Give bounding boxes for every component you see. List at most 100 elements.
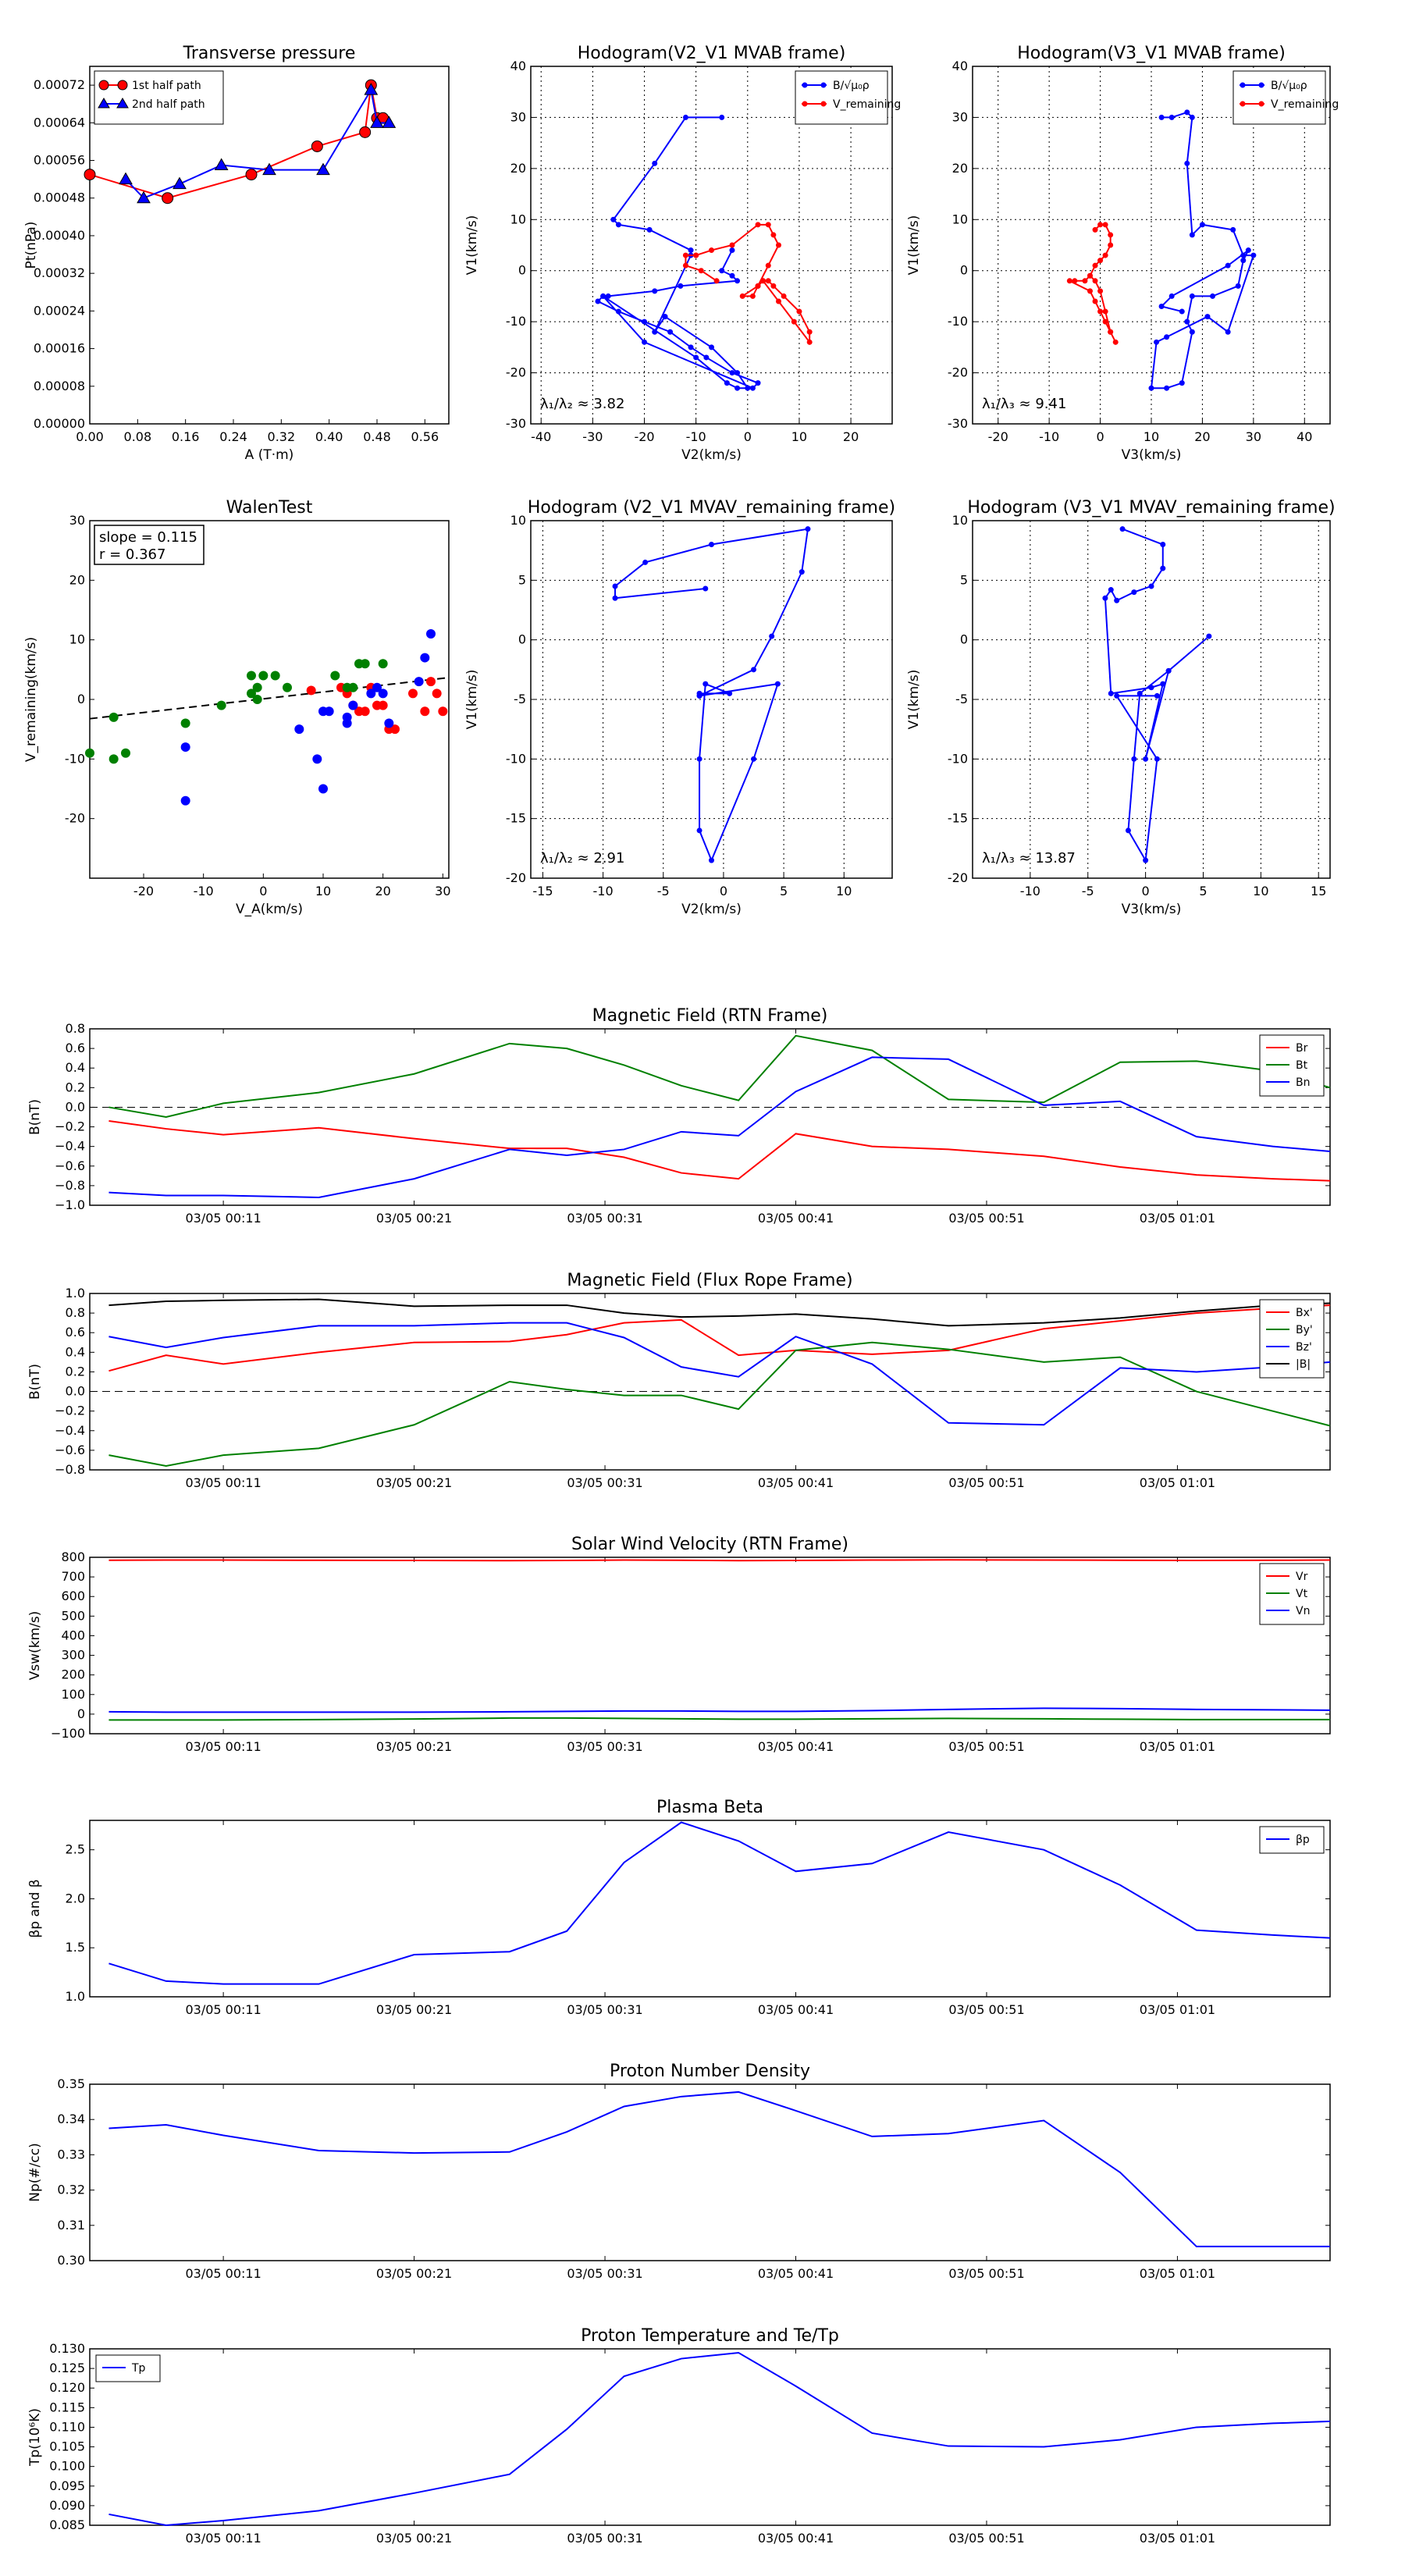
y-tick-label: 800 xyxy=(61,1550,85,1564)
data-point xyxy=(247,671,256,681)
data-point xyxy=(372,682,382,692)
x-tick-label: 03/05 00:11 xyxy=(185,2266,261,2281)
y-tick-label: −1.0 xyxy=(55,1197,85,1212)
data-point xyxy=(180,795,190,806)
data-point xyxy=(1240,258,1247,264)
y-axis-label-h12: V1(km/s) xyxy=(464,215,480,276)
y-axis-label-h13r: V1(km/s) xyxy=(906,670,922,730)
y-tick-label: -10 xyxy=(948,314,968,329)
data-point xyxy=(1189,232,1195,238)
data-point xyxy=(1092,298,1098,304)
series-line-tp_temp-0 xyxy=(108,2351,1331,2527)
x-tick-label: 03/05 00:21 xyxy=(376,2002,452,2017)
data-point xyxy=(1154,692,1160,699)
data-point xyxy=(1114,597,1120,603)
data-point xyxy=(724,380,730,386)
x-tick-label: 0.08 xyxy=(124,429,152,444)
data-point xyxy=(1184,318,1190,325)
data-point xyxy=(214,158,229,171)
x-tick-label: 0.40 xyxy=(315,429,343,444)
data-point xyxy=(370,116,384,128)
x-tick-label: 5 xyxy=(780,884,788,898)
y-axis-label-np: Np(#/cc) xyxy=(27,2143,43,2201)
data-point xyxy=(682,262,688,269)
data-point xyxy=(610,216,617,222)
data-point xyxy=(1225,329,1231,335)
data-point xyxy=(652,329,658,335)
y-tick-label: 0 xyxy=(77,692,85,706)
data-point xyxy=(294,724,304,735)
x-tick-label: -5 xyxy=(657,884,670,898)
data-point xyxy=(751,667,757,673)
y-tick-label: -10 xyxy=(948,751,968,766)
data-point xyxy=(121,748,130,758)
data-point xyxy=(682,114,688,120)
x-tick-label: 40 xyxy=(1297,429,1312,444)
chart-title-h13: Hodogram(V3_V1 MVAB frame) xyxy=(1017,44,1286,63)
data-point xyxy=(612,595,618,601)
y-tick-label: −0.2 xyxy=(55,1404,85,1418)
x-tick-label: 10 xyxy=(315,884,331,898)
y-tick-label: 10 xyxy=(952,513,968,528)
data-point xyxy=(1154,756,1160,762)
y-tick-label: 0.30 xyxy=(57,2253,85,2268)
plot-frame-b_rtn xyxy=(89,1028,1331,1206)
data-point xyxy=(652,160,658,166)
x-tick-label: 03/05 00:41 xyxy=(758,1739,834,1754)
data-point xyxy=(324,706,334,717)
y-tick-label: -20 xyxy=(506,365,526,380)
data-point xyxy=(1097,308,1104,315)
data-point xyxy=(378,688,388,699)
x-tick-label: -10 xyxy=(1020,884,1040,898)
data-point xyxy=(1136,690,1143,696)
series-line-b_rtn-1 xyxy=(108,1034,1331,1119)
x-tick-label: 03/05 00:11 xyxy=(185,1739,261,1754)
y-tick-label: 0 xyxy=(518,632,526,647)
data-point xyxy=(1108,587,1114,593)
data-point xyxy=(1148,685,1154,691)
data-point xyxy=(85,748,94,758)
x-tick-label: 03/05 01:01 xyxy=(1140,2266,1215,2281)
data-point xyxy=(1225,262,1231,269)
data-point xyxy=(1087,272,1093,279)
data-point xyxy=(162,192,174,205)
series-line-h12-0 xyxy=(596,116,759,390)
data-point xyxy=(735,370,741,376)
x-tick-label: -20 xyxy=(634,429,654,444)
data-point xyxy=(245,169,258,181)
legend-marker xyxy=(820,101,827,107)
data-point xyxy=(262,162,276,176)
x-tick-label: 03/05 00:51 xyxy=(948,2002,1024,2017)
annotation-text: λ₁/λ₃ ≈ 9.41 xyxy=(982,396,1066,412)
data-point xyxy=(703,354,710,361)
data-point xyxy=(600,293,606,299)
y-tick-label: 20 xyxy=(69,572,85,587)
data-point xyxy=(342,718,352,728)
x-tick-label: 0.16 xyxy=(172,429,200,444)
y-axis-label-h13: V1(km/s) xyxy=(906,215,922,276)
data-point xyxy=(378,700,388,710)
data-point xyxy=(1108,690,1114,696)
legend-marker xyxy=(116,98,129,109)
chart-title-h12: Hodogram(V2_V1 MVAB frame) xyxy=(578,44,846,63)
y-tick-label: -15 xyxy=(506,811,526,826)
x-tick-label: 03/05 00:51 xyxy=(948,1739,1024,1754)
plot-frame-h12r xyxy=(530,520,893,879)
annotation-box xyxy=(94,525,205,565)
data-point xyxy=(1131,756,1137,762)
x-tick-label: 03/05 00:41 xyxy=(758,2002,834,2017)
data-point xyxy=(316,162,330,176)
series-line-h13-1 xyxy=(1069,223,1117,343)
y-tick-label: 0.00016 xyxy=(34,341,85,356)
legend-label: V_remaining xyxy=(1271,98,1339,111)
y-tick-label: 30 xyxy=(69,513,85,528)
x-tick-label: 03/05 00:31 xyxy=(567,2266,642,2281)
data-point xyxy=(693,354,699,361)
y-tick-label: 0.2 xyxy=(66,1080,85,1094)
y-tick-label: −100 xyxy=(51,1726,85,1741)
data-point xyxy=(713,278,720,284)
data-point xyxy=(709,344,714,350)
data-point xyxy=(420,653,430,663)
data-point xyxy=(769,633,775,639)
